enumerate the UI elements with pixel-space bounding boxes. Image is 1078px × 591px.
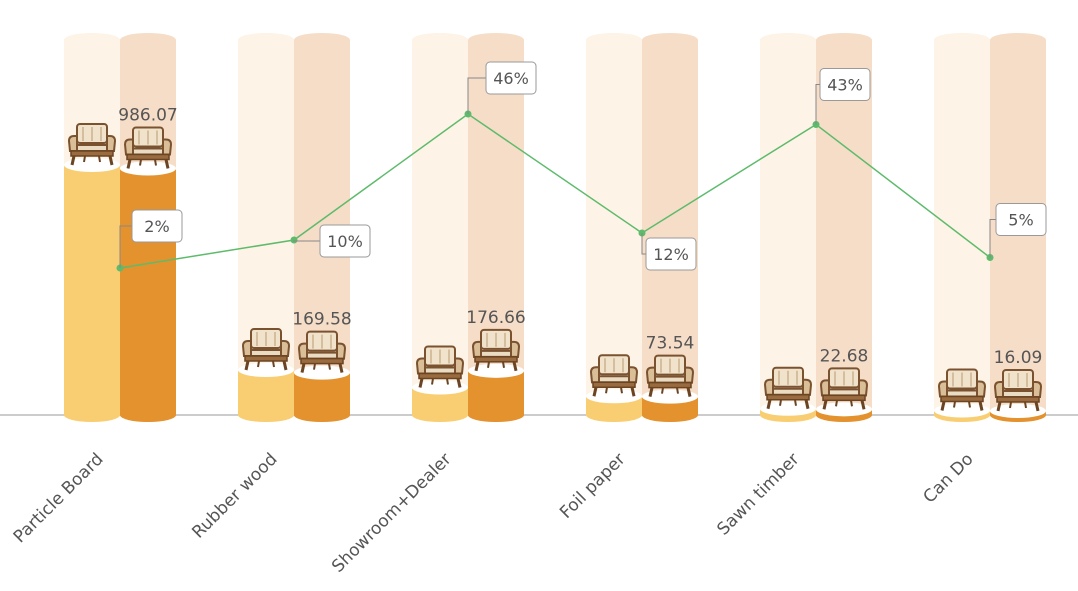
bar-backgrounds: [64, 33, 1046, 422]
bar-top-cap-series1-3: [586, 389, 642, 404]
bar-background-cap-2-1: [294, 33, 350, 47]
bar-top-cap-series1-2: [412, 380, 468, 395]
bar-series2-2: [468, 370, 524, 415]
bar-top-cap-series1-1: [238, 363, 294, 377]
category-labels: Particle Board Rubber wood Showroom+Dealer…: [10, 449, 978, 576]
bar-series2-0: [120, 168, 176, 415]
category-label-0: Particle Board: [10, 449, 108, 547]
percent-box-0: [131, 209, 183, 243]
percent-label-3: 12%: [653, 245, 689, 264]
value-label-4: 22.68: [820, 346, 869, 366]
bar-top-cap-series1-4: [760, 401, 816, 416]
bar-bottom-series1-3: [586, 408, 642, 422]
value-labels: 986.07 169.58 176.66 73.54 22.68 16.09: [118, 105, 1042, 367]
bar-background-cap-2-3: [642, 33, 698, 47]
bar-background-cap-1-3: [586, 33, 642, 47]
bar-series2-1: [294, 372, 350, 415]
bar-top-cap-series2-4: [816, 402, 872, 417]
percent-box-1: [319, 224, 371, 258]
bar-bottom-series1-1: [238, 408, 294, 422]
value-label-1: 169.58: [292, 310, 351, 330]
percent-label-5: 5%: [1008, 211, 1033, 230]
category-label-1: Rubber wood: [188, 449, 281, 542]
percent-leader-4: [815, 84, 820, 125]
value-label-3: 73.54: [646, 334, 695, 354]
category-label-3: Foil paper: [556, 449, 629, 522]
bar-bottom-series1-0: [64, 408, 120, 422]
category-label-5: Can Do: [920, 449, 978, 507]
bar-background-1-4: [760, 40, 816, 415]
bar-series1-0: [64, 165, 120, 415]
percent-leader-5: [989, 219, 996, 258]
percent-label-4: 43%: [827, 76, 863, 95]
bar-series1-1: [238, 370, 294, 415]
percent-label-1: 10%: [327, 232, 363, 251]
chair-icons: [67, 122, 1043, 413]
percent-leader-1: [293, 240, 320, 242]
percent-box-5: [995, 203, 1047, 236]
bar-background-cap-2-0: [120, 33, 176, 47]
percent-box-2: [485, 61, 537, 95]
bar-background-cap-2-5: [990, 33, 1046, 47]
percent-leader-2: [467, 77, 486, 114]
percent-label-0: 2%: [144, 217, 169, 236]
percent-box-3: [645, 237, 697, 271]
bar-background-cap-1-5: [934, 33, 990, 47]
bar-top-cap-series1-0: [64, 158, 120, 172]
bar-background-cap-1-0: [64, 33, 120, 47]
bars: [64, 158, 1046, 422]
category-label-2: Showroom+Dealer: [328, 449, 455, 576]
bar-background-cap-1-4: [760, 33, 816, 47]
bar-background-cap-1-2: [412, 33, 468, 47]
bar-background-cap-2-4: [816, 33, 872, 47]
bar-top-cap-series2-2: [468, 363, 524, 378]
bar-bottom-series1-2: [412, 408, 468, 422]
bar-top-cap-series2-3: [642, 389, 698, 404]
bar-bottom-series2-0: [120, 408, 176, 422]
percent-label-2: 46%: [493, 69, 529, 88]
bar-bottom-series2-3: [642, 408, 698, 422]
bar-background-cap-1-1: [238, 33, 294, 47]
bar-background-1-5: [934, 40, 990, 415]
bar-top-cap-series2-1: [294, 365, 350, 380]
bar-bottom-series2-2: [468, 408, 524, 422]
percent-line-path: [119, 113, 991, 269]
bar-top-cap-series2-0: [120, 161, 176, 176]
percent-box-4: [819, 68, 871, 101]
percent-leader-3: [641, 233, 646, 255]
bar-background-2-4: [816, 40, 872, 415]
bar-background-cap-2-2: [468, 33, 524, 47]
value-label-5: 16.09: [994, 348, 1043, 368]
category-label-4: Sawn timber: [713, 449, 803, 539]
value-label-2: 176.66: [466, 308, 525, 328]
bar-top-cap-series2-5: [990, 403, 1046, 418]
percent-labels: 2% 10% 46% 12% 43% 5%: [119, 61, 1047, 271]
percent-leader-0: [119, 225, 132, 268]
value-label-0: 986.07: [118, 105, 177, 125]
bar-bottom-series2-1: [294, 408, 350, 422]
bar-top-cap-series1-5: [934, 403, 990, 418]
